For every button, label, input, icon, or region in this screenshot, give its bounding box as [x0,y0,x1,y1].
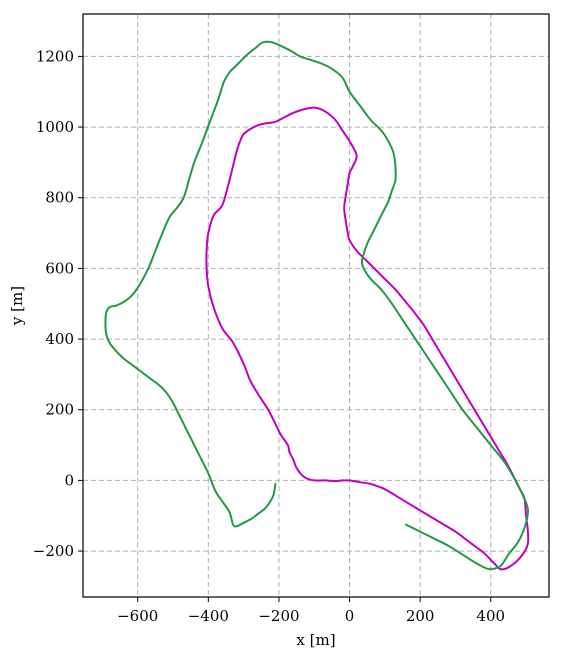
y-tick-label: 1000 [36,118,74,136]
x-tick-label: 200 [406,607,435,625]
ticks: −600 −400 −200 0 200 400 −200 0 200 400 600 800 1000… [33,47,505,625]
y-tick-label: 1200 [36,47,74,65]
y-axis-label: y [m] [8,286,26,326]
series-layer [104,40,530,571]
series-line-2 [104,40,529,571]
x-tick-label: 400 [476,607,505,625]
series-line-1 [205,106,530,571]
y-tick-label: 600 [45,259,74,277]
x-tick-label: 0 [345,607,355,625]
x-tick-label: −600 [117,607,158,625]
y-tick-label: 0 [64,471,74,489]
x-axis-label: x [m] [296,631,335,649]
axes-frame [82,13,550,598]
y-tick-label: −200 [33,542,74,560]
y-tick-label: 800 [45,189,74,207]
x-tick-label: −400 [188,607,229,625]
x-tick-label: −200 [258,607,299,625]
y-tick-label: 200 [45,401,74,419]
grid [83,14,549,597]
y-tick-label: 400 [45,330,74,348]
